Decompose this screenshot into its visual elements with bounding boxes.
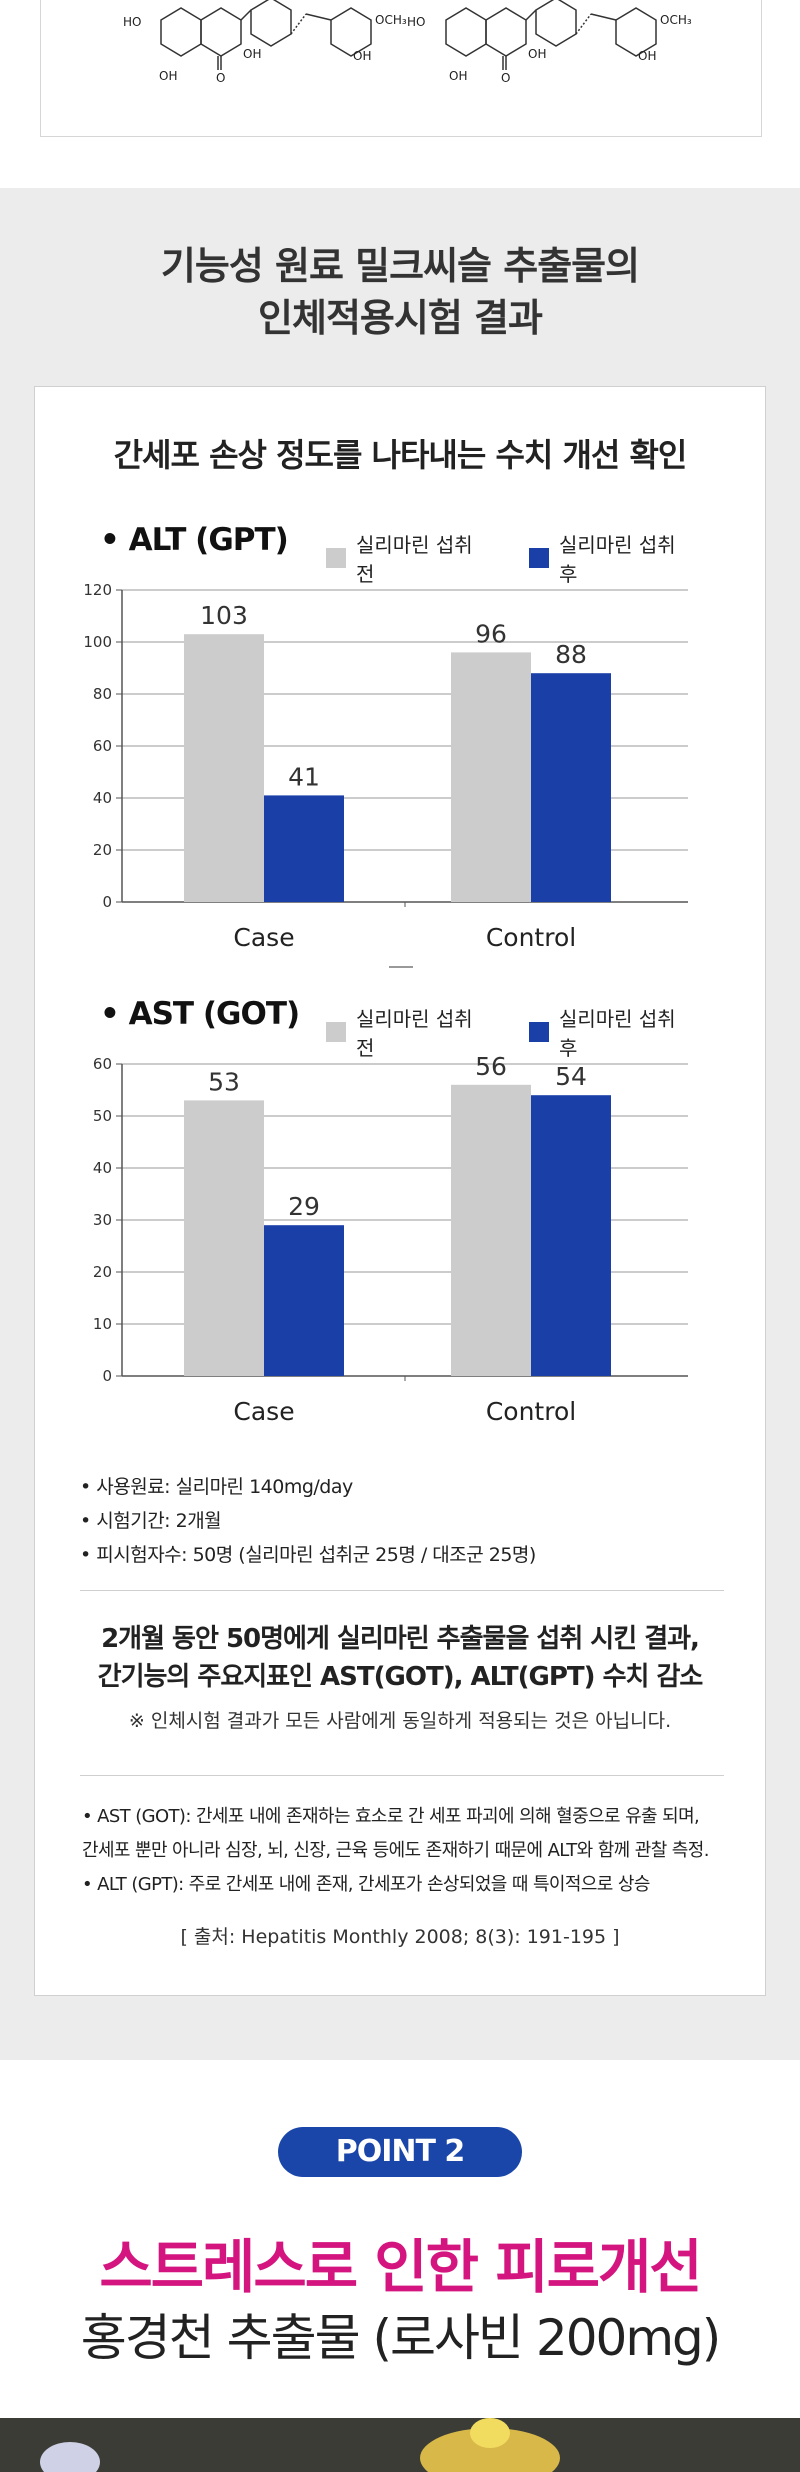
summary-line2: 간기능의 주요지표인 AST(GOT), ALT(GPT) 수치 감소 — [97, 1662, 704, 1692]
ast-bar-chart: 0 10 20 30 40 50 60 53 29 Case 56 54 Control — [93, 1054, 688, 1426]
flower-image-left — [40, 2442, 100, 2472]
alt-chart-header: • ALT (GPT) 실리마린 섭취 전 실리마린 섭취 후 — [100, 522, 720, 586]
y-tick-label: 40 — [93, 789, 112, 807]
bar — [264, 1225, 344, 1376]
legend-before: 실리마린 섭취 전 — [326, 529, 497, 587]
section-title-line2: 인체적용시험 결과 — [258, 296, 543, 340]
legend-after-swatch — [529, 548, 549, 568]
chemical-structure-box: HO OCH₃ OH OH OH O HO OCH₃ — [40, 0, 762, 137]
study-notes: 사용원료: 실리마린 140mg/day 시험기간: 2개월 피시험자수: 50… — [80, 1470, 536, 1572]
ast-chart-title: • AST (GOT) — [100, 996, 300, 1032]
alt-chart-title: • ALT (GPT) — [100, 522, 289, 558]
bar-value-label: 53 — [208, 1067, 240, 1096]
bar-value-label: 29 — [288, 1192, 320, 1221]
y-tick-label: 30 — [93, 1211, 112, 1229]
alt-bar-chart: 0 20 40 60 80 100 120 103 41 Case 96 88 Control — [83, 581, 688, 952]
ast-chart-header: • AST (GOT) 실리마린 섭취 전 실리마린 섭취 후 — [100, 996, 720, 1060]
y-tick-label: 20 — [93, 841, 112, 859]
flower-image-highlight — [470, 2418, 510, 2448]
structure-1 — [160, 0, 372, 70]
bar-value-label: 88 — [555, 640, 587, 669]
x-category-label: Control — [486, 1397, 576, 1426]
section-title-line1: 기능성 원료 밀크씨슬 추출물의 — [160, 244, 640, 288]
structure-2-ho-top: HO — [407, 15, 425, 29]
y-tick-label: 50 — [93, 1107, 112, 1125]
x-category-label: Case — [233, 923, 294, 952]
structure-1-o-carbonyl: O — [216, 71, 225, 85]
bar-value-label: 56 — [475, 1054, 507, 1081]
result-card — [34, 386, 766, 1996]
legend-before-swatch — [326, 548, 346, 568]
divider-line — [80, 1590, 724, 1591]
legend-after: 실리마린 섭취 후 — [529, 529, 700, 587]
structure-1-och3: OCH₃ — [375, 13, 407, 27]
chart-divider — [389, 966, 413, 968]
summary-line1: 2개월 동안 50명에게 실리마린 추출물을 섭취 시킨 결과, — [101, 1624, 700, 1654]
definition-alt: ALT (GPT): 주로 간세포 내에 존재, 간세포가 손상되었을 때 특이… — [82, 1868, 709, 1902]
definition-ast-cont: 간세포 뿐만 아니라 심장, 뇌, 신장, 근육 등에도 존재하기 때문에 AL… — [82, 1834, 709, 1868]
structure-section: HO OCH₃ OH OH OH O HO OCH₃ — [0, 0, 800, 188]
structure-2-oh-right: OH — [638, 49, 656, 63]
y-tick-label: 60 — [93, 1055, 112, 1073]
structure-2-oh-bottom: OH — [449, 69, 467, 83]
legend-after-swatch — [529, 1022, 549, 1042]
legend-before-label: 실리마린 섭취 전 — [355, 1007, 473, 1060]
legend-before-label: 실리마린 섭취 전 — [355, 533, 473, 586]
bar — [184, 634, 264, 902]
legend-after-label: 실리마린 섭취 후 — [558, 1007, 676, 1060]
structure-1-oh-mid: OH — [243, 47, 261, 61]
bar — [264, 795, 344, 902]
y-tick-label: 60 — [93, 737, 112, 755]
point-badge: POINT 2 — [278, 2127, 522, 2177]
bar-value-label: 103 — [200, 601, 248, 630]
chemical-structures-drawing: HO OCH₃ OH OH OH O HO OCH₃ — [123, 0, 692, 85]
definition-ast: AST (GOT): 간세포 내에 존재하는 효소로 간 세포 파괴에 의해 혈… — [82, 1800, 709, 1834]
y-tick-label: 80 — [93, 685, 112, 703]
legend-before: 실리마린 섭취 전 — [326, 1003, 497, 1061]
structure-1-oh-bottom: OH — [159, 69, 177, 83]
definition-ast-cont-text: 간세포 뿐만 아니라 심장, 뇌, 신장, 근육 등에도 존재하기 때문에 AL… — [82, 1840, 709, 1861]
note-period: 시험기간: 2개월 — [80, 1504, 536, 1538]
bar-value-label: 41 — [288, 762, 320, 791]
point-title: 스트레스로 인한 피로개선 — [99, 2233, 702, 2301]
disclaimer: ※ 인체시험 결과가 모든 사람에게 동일하게 적용되는 것은 아닙니다. — [128, 1710, 672, 1732]
point-subtitle: 홍경천 추출물 (로사빈 200mg) — [80, 2309, 722, 2367]
source-citation: [ 출처: Hepatitis Monthly 2008; 8(3): 191-… — [180, 1926, 620, 1948]
bar — [451, 1084, 531, 1376]
divider-line — [80, 1775, 724, 1776]
bar — [451, 652, 531, 902]
bar — [531, 1095, 611, 1376]
x-category-label: Case — [233, 1397, 294, 1426]
bar — [531, 673, 611, 902]
bar — [184, 1100, 264, 1376]
note-ingredient: 사용원료: 실리마린 140mg/day — [80, 1470, 536, 1504]
flower-photo — [0, 2418, 800, 2472]
note-subjects: 피시험자수: 50명 (실리마린 섭취군 25명 / 대조군 25명) — [80, 1538, 536, 1572]
section-title: 기능성 원료 밀크씨슬 추출물의 인체적용시험 결과 — [0, 240, 800, 344]
structure-1-ho-top: HO — [123, 15, 141, 29]
legend-after: 실리마린 섭취 후 — [529, 1003, 700, 1061]
card-heading: 간세포 손상 정도를 나타내는 수치 개선 확인 — [113, 436, 688, 474]
structure-2-oh-mid: OH — [528, 47, 546, 61]
ast-chart-legend: 실리마린 섭취 전 실리마린 섭취 후 — [326, 1003, 720, 1061]
legend-before-swatch — [326, 1022, 346, 1042]
y-tick-label: 40 — [93, 1159, 112, 1177]
alt-chart-legend: 실리마린 섭취 전 실리마린 섭취 후 — [326, 529, 720, 587]
y-tick-label: 0 — [102, 1367, 112, 1385]
y-tick-label: 20 — [93, 1263, 112, 1281]
y-tick-label: 100 — [83, 633, 112, 651]
bar-value-label: 96 — [475, 619, 507, 648]
structure-2-o-carbonyl: O — [501, 71, 510, 85]
structure-2-och3: OCH₃ — [660, 13, 692, 27]
definitions: AST (GOT): 간세포 내에 존재하는 효소로 간 세포 파괴에 의해 혈… — [82, 1800, 709, 1902]
y-tick-label: 10 — [93, 1315, 112, 1333]
legend-after-label: 실리마린 섭취 후 — [558, 533, 676, 586]
structure-1-oh-right: OH — [353, 49, 371, 63]
result-summary: 2개월 동안 50명에게 실리마린 추출물을 섭취 시킨 결과, 간기능의 주요… — [0, 1620, 800, 1696]
y-tick-label: 120 — [83, 581, 112, 599]
structure-2 — [445, 0, 657, 70]
bar-value-label: 54 — [555, 1062, 587, 1091]
x-category-label: Control — [486, 923, 576, 952]
y-tick-label: 0 — [102, 893, 112, 911]
